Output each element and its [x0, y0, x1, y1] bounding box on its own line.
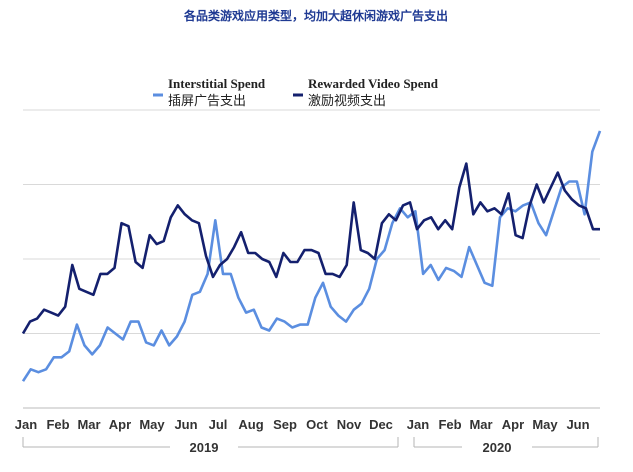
year-bracket-2019: 2019: [22, 437, 399, 455]
x-tick-label: Aug: [238, 417, 263, 432]
x-tick-label: Oct: [306, 417, 328, 432]
gridlines: [23, 109, 600, 409]
year-label-2020: 2020: [483, 440, 512, 455]
x-tick-label: Nov: [337, 417, 362, 432]
x-tick-label: Jun: [174, 417, 197, 432]
x-tick-label: Jul: [209, 417, 228, 432]
series-line-interstitial: [21, 130, 602, 382]
x-tick-label: May: [139, 417, 165, 432]
year-bracket-2020: 2020: [413, 437, 599, 455]
series-line-rewarded: [21, 162, 600, 335]
x-tick-label: Apr: [109, 417, 131, 432]
legend-item-interstitial: Interstitial Spend 插屏广告支出: [153, 76, 266, 109]
x-axis-ticks: Jan Feb Mar Apr May Jun Jul Aug Sep Oct Nov Dec Jan F…: [15, 417, 590, 432]
legend: Interstitial Spend 插屏广告支出 Rewarded Video…: [153, 76, 439, 109]
x-tick-label: Jan: [407, 417, 429, 432]
legend-label-rewarded: Rewarded Video Spend: [308, 76, 439, 91]
legend-label-interstitial: Interstitial Spend: [168, 76, 266, 91]
x-tick-label: Jun: [566, 417, 589, 432]
legend-item-rewarded: Rewarded Video Spend 激励视频支出: [293, 76, 439, 109]
series-layer: [21, 130, 602, 382]
x-tick-label: Apr: [502, 417, 524, 432]
x-tick-label: Feb: [46, 417, 69, 432]
x-tick-label: Feb: [438, 417, 461, 432]
x-tick-label: Sep: [273, 417, 297, 432]
legend-label-rewarded-zh: 激励视频支出: [308, 94, 386, 109]
chart-title: 各品类游戏应用类型，均加大超休闲游戏广告支出: [183, 8, 448, 23]
x-tick-label: May: [532, 417, 558, 432]
year-label-2019: 2019: [190, 440, 219, 455]
legend-label-interstitial-zh: 插屏广告支出: [168, 94, 246, 109]
x-tick-label: Mar: [469, 417, 492, 432]
x-tick-label: Mar: [77, 417, 100, 432]
x-tick-label: Jan: [15, 417, 37, 432]
x-tick-label: Dec: [369, 417, 393, 432]
